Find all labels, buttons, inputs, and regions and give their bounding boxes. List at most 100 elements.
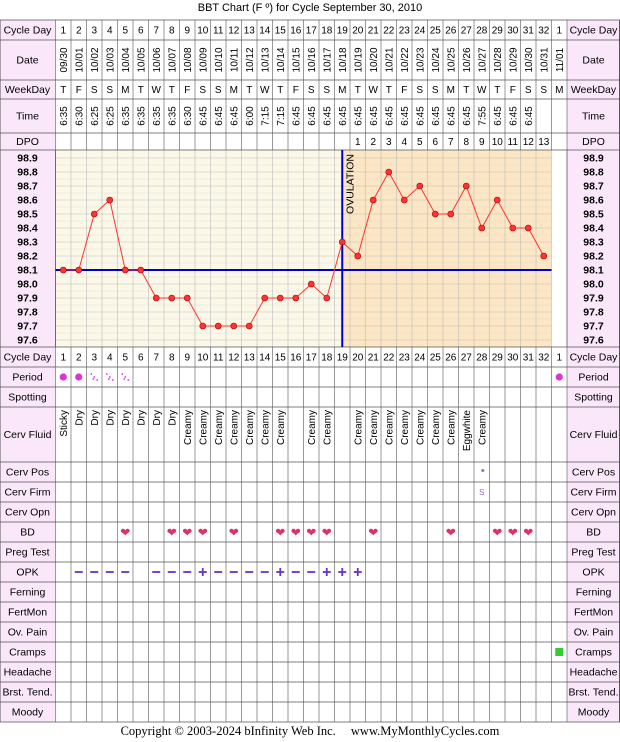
bd-heart-icon: ❤ — [120, 526, 130, 540]
row-label-right: OPK — [582, 567, 604, 579]
temperature-point — [416, 182, 424, 190]
right-label-column — [567, 20, 620, 722]
cell-cycle-day: 27 — [461, 353, 473, 364]
cell-cycle-day: 26 — [445, 353, 457, 364]
cell-cycle-day: 5 — [122, 353, 128, 364]
period-heavy-marker — [75, 373, 83, 381]
cerv-fluid-value: Dry — [74, 410, 85, 426]
cerv-fluid-value: Creamy — [400, 410, 411, 445]
cell-weekday: S — [106, 85, 113, 96]
cell-cycle-day: 3 — [91, 26, 97, 37]
cell-date: 10/25 — [446, 47, 457, 72]
cell-time: 6:45 — [322, 106, 333, 126]
cell-date: 10/13 — [260, 47, 271, 72]
cell-cycle-day: 4 — [107, 353, 113, 364]
cell-cycle-day: 5 — [122, 26, 128, 37]
temperature-point — [276, 294, 284, 302]
cerv-fluid-value: Creamy — [322, 410, 333, 445]
cell-time: 6:45 — [524, 106, 535, 126]
cell-cycle-day: 2 — [76, 353, 82, 364]
cell-cycle-day: 28 — [476, 353, 488, 364]
cell-time: 6:35 — [152, 106, 163, 126]
row-label-right: Cramps — [575, 647, 612, 659]
cell-cycle-day: 29 — [492, 353, 504, 364]
row-label-left: Headache — [4, 667, 52, 679]
cell-date: 10/17 — [322, 47, 333, 72]
temperature-point — [338, 238, 346, 246]
website-link[interactable]: www.MyMonthlyCycles.com — [350, 724, 500, 738]
cell-cycle-day: 17 — [306, 26, 318, 37]
y-tick-label-left: 97.8 — [17, 307, 38, 319]
cerv-fluid-value: Eggwhite — [462, 410, 473, 452]
cell-time: 6:35 — [59, 106, 70, 126]
cell-dpo: 3 — [386, 137, 392, 148]
temperature-point — [261, 294, 269, 302]
cerv-fluid-value: Creamy — [198, 410, 209, 445]
period-light-marker — [96, 379, 99, 381]
cell-time: 7:15 — [260, 106, 271, 126]
cell-time: 6:45 — [307, 106, 318, 126]
left-label-column — [0, 20, 55, 722]
cell-cycle-day: 18 — [321, 26, 333, 37]
cell-cycle-day: 23 — [399, 353, 411, 364]
cell-cycle-day: 15 — [275, 353, 287, 364]
cerv-fluid-value: Dry — [105, 410, 116, 426]
cell-weekday: T — [138, 85, 144, 96]
row-label-right: Brst. Tend. — [569, 687, 619, 699]
cerv-fluid-value: Creamy — [431, 410, 442, 445]
cell-time: 6:45 — [400, 106, 411, 126]
row-label-right: WeekDay — [571, 84, 617, 96]
period-light-marker — [124, 376, 127, 378]
bd-heart-icon: ❤ — [182, 526, 192, 540]
row-date: Date Date 09/30 10/01 10/02 10/03 10/04 10/05 10… — [16, 47, 604, 72]
y-tick-label-left: 98.8 — [17, 167, 38, 179]
temperature-point — [230, 322, 238, 330]
cell-dpo: 5 — [417, 137, 423, 148]
cell-weekday: S — [323, 85, 330, 96]
cell-date: 10/18 — [338, 47, 349, 72]
y-tick-label-left: 98.3 — [17, 237, 38, 249]
cell-cycle-day: 11 — [213, 353, 224, 364]
row-label-left: Cerv Opn — [5, 507, 50, 519]
cerv-firm-marker: S — [479, 488, 484, 497]
bd-heart-icon: ❤ — [446, 526, 456, 540]
row-label-left: Time — [16, 111, 39, 123]
cell-time: 6:45 — [508, 106, 519, 126]
bd-heart-icon: ❤ — [198, 526, 208, 540]
y-tick-label-right: 98.0 — [583, 279, 604, 291]
cell-weekday: F — [510, 85, 516, 96]
pre-ovulation-background — [55, 150, 343, 347]
cell-date: 10/09 — [198, 47, 209, 72]
row-label-right: Ferning — [576, 587, 612, 599]
bd-heart-icon: ❤ — [291, 526, 301, 540]
cell-time: 6:30 — [183, 106, 194, 126]
temperature-point — [152, 294, 160, 302]
cell-weekday: T — [169, 85, 175, 96]
cell-time: 6:45 — [291, 106, 302, 126]
row-label-left: BD — [20, 527, 35, 539]
cell-cycle-day: 14 — [259, 26, 271, 37]
cell-time: 7:15 — [276, 106, 287, 126]
period-light-marker — [92, 378, 95, 380]
cell-cycle-day: 8 — [169, 353, 175, 364]
cell-cycle-day: 31 — [523, 26, 535, 37]
y-tick-label-left: 98.5 — [17, 209, 38, 221]
period-light-marker — [121, 373, 124, 375]
y-tick-label-right: 98.3 — [583, 237, 604, 249]
row-label-right: Period — [578, 372, 609, 384]
cell-weekday: T — [386, 85, 392, 96]
post-ovulation-background — [342, 150, 552, 347]
row-opk: OPK OPK — [16, 567, 604, 579]
y-tick-label-right: 98.7 — [583, 181, 604, 193]
y-tick-label-right: 98.1 — [583, 265, 604, 277]
cell-cycle-day: 14 — [259, 353, 271, 364]
cell-time: 6:30 — [74, 106, 85, 126]
temperature-point — [59, 266, 67, 274]
period-light-marker — [90, 373, 93, 375]
cell-weekday: S — [416, 85, 423, 96]
row-cerv-firm: Cerv Firm Cerv Firm — [4, 487, 616, 499]
row-label-right: Ov. Pain — [574, 627, 614, 639]
